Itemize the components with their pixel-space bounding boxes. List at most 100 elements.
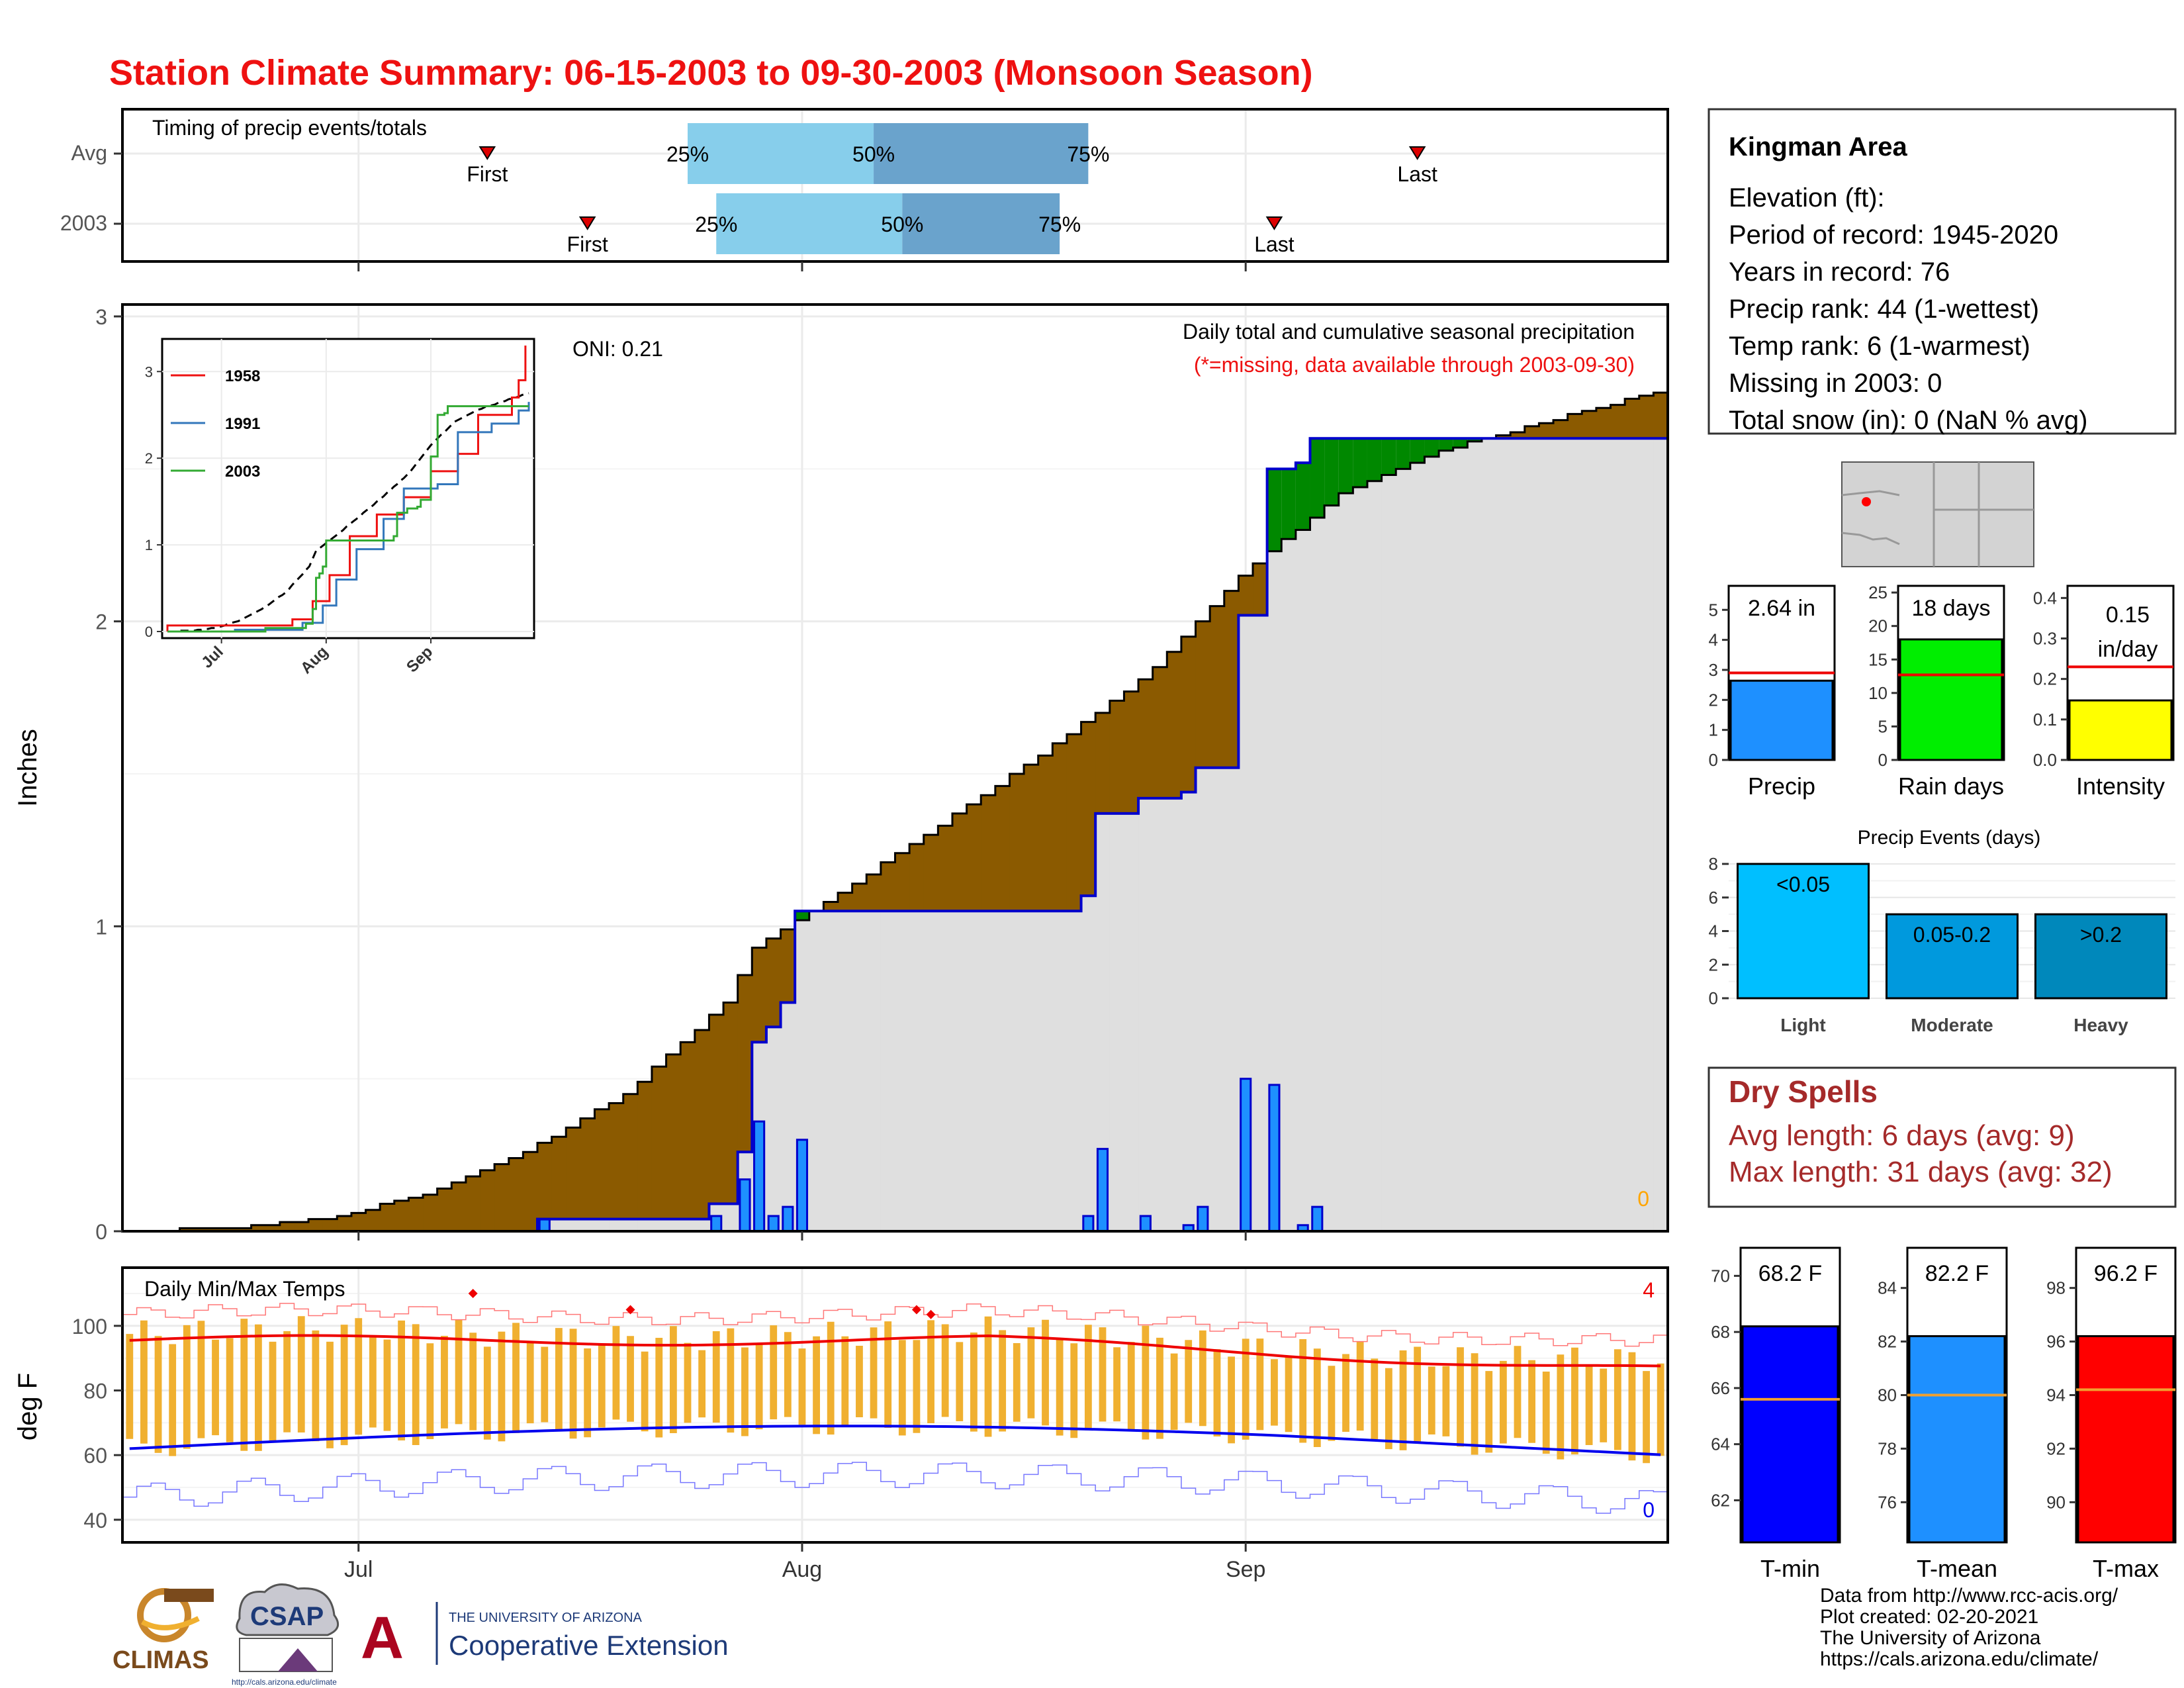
temp-x-tick-label: Aug bbox=[782, 1557, 823, 1582]
missing-note: (*=missing, data available through 2003-… bbox=[1194, 353, 1635, 377]
tmin-summary-tick-label: 70 bbox=[1711, 1266, 1730, 1286]
deficit-area-step bbox=[666, 1054, 681, 1219]
temp-x-tick-label: Sep bbox=[1226, 1557, 1266, 1582]
surplus-area-step bbox=[1424, 438, 1439, 457]
timing-q50-label: 50% bbox=[881, 212, 923, 236]
tmean-summary-tick-label: 80 bbox=[1878, 1385, 1897, 1405]
cumulative-observed-step bbox=[923, 911, 938, 1231]
deficit-area-step bbox=[966, 804, 981, 912]
dry-spells-max: Max length: 31 days (avg: 32) bbox=[1729, 1156, 2113, 1188]
events-bar bbox=[2034, 913, 2167, 1000]
climas-logo-text: CLIMAS bbox=[113, 1646, 209, 1674]
deficit-area-step bbox=[1152, 667, 1167, 798]
tmin-summary-label: T-min bbox=[1760, 1555, 1820, 1582]
deficit-area-step bbox=[981, 795, 996, 912]
tmean-summary-tick-label: 84 bbox=[1878, 1278, 1897, 1298]
events-bar bbox=[1886, 913, 2019, 1000]
cumulative-observed-step bbox=[1281, 469, 1297, 1232]
deficit-area-step bbox=[523, 1152, 538, 1231]
cumulative-observed-step bbox=[1367, 438, 1383, 1232]
timing-last-marker bbox=[1265, 216, 1283, 230]
tmax-summary-label: T-max bbox=[2093, 1555, 2159, 1582]
precip-summary-tick-label: 5 bbox=[1709, 600, 1718, 620]
cumulative-observed-step bbox=[723, 1203, 739, 1231]
surplus-area-step bbox=[795, 911, 810, 921]
surplus-area-step bbox=[1324, 438, 1340, 506]
inset-y-tick-label: 1 bbox=[145, 537, 153, 553]
timing-q75-label: 75% bbox=[1067, 142, 1109, 166]
deficit-area-step bbox=[952, 813, 968, 912]
timing-last-label: Last bbox=[1254, 232, 1295, 256]
cumulative-observed-step bbox=[1095, 813, 1111, 1231]
cumulative-observed-step bbox=[895, 911, 910, 1231]
deficit-area-step bbox=[609, 1103, 624, 1219]
intensity-summary-tick-label: 0.4 bbox=[2033, 588, 2057, 608]
intensity-summary-label: Intensity bbox=[2076, 773, 2165, 800]
timing-q25-q50-bar bbox=[688, 123, 874, 184]
deficit-area-step bbox=[1224, 590, 1239, 768]
oni-label: ONI: 0.21 bbox=[572, 337, 663, 361]
inset-line-2003 bbox=[167, 405, 529, 633]
timing-q50-q75-bar bbox=[902, 193, 1060, 254]
cumulative-observed-step bbox=[1539, 438, 1554, 1232]
tmean-summary-bar bbox=[1908, 1335, 2006, 1544]
deficit-area-step bbox=[752, 947, 767, 1043]
timing-q75-label: 75% bbox=[1038, 212, 1081, 236]
inset-y-tick-label: 2 bbox=[145, 450, 153, 467]
tmax-summary-tick-label: 90 bbox=[2046, 1492, 2066, 1512]
raindays-summary-tick-label: 0 bbox=[1878, 750, 1888, 770]
cumulative-observed-step bbox=[1510, 438, 1525, 1232]
cumulative-observed-step bbox=[1353, 438, 1368, 1232]
deficit-area-step bbox=[394, 1200, 410, 1231]
temp-axes: 40 60 80 100 Jul Aug Sep bbox=[72, 1315, 1266, 1582]
main-precip-chart: 0 1 2 3 Inches ONI: 0.21 Daily total and cu… bbox=[13, 303, 1669, 1244]
footer-credits: Data from http://www.rcc-acis.org/ Plot … bbox=[1820, 1585, 2118, 1670]
timing-q25-q50-bar bbox=[716, 193, 903, 254]
cumulative-observed-step bbox=[780, 1002, 796, 1231]
surplus-area-step bbox=[1439, 438, 1454, 451]
station-location-marker bbox=[1862, 497, 1871, 506]
station-info-box: Kingman Area Elevation (ft): Period of r… bbox=[1707, 108, 2177, 435]
cumulative-observed-step bbox=[1524, 438, 1540, 1232]
dry-spells-avg: Avg length: 6 days (avg: 9) bbox=[1729, 1119, 2075, 1152]
main-ylabel: Inches bbox=[13, 729, 42, 807]
deficit-area-step bbox=[294, 1222, 309, 1231]
precip-summary-tick-label: 1 bbox=[1709, 720, 1718, 740]
cumulative-observed-step bbox=[1424, 438, 1439, 1232]
surplus-area-step bbox=[1467, 438, 1482, 442]
surplus-area-step bbox=[1310, 438, 1325, 518]
deficit-area-step bbox=[1095, 712, 1111, 814]
temp-y-tick-label: 100 bbox=[72, 1315, 107, 1338]
cumulative-observed-step bbox=[838, 911, 853, 1231]
inset-y-tick-label: 3 bbox=[145, 363, 153, 380]
locator-map bbox=[1841, 461, 2034, 567]
record-high-marker bbox=[468, 1289, 478, 1299]
daily-precip-bar bbox=[1240, 1078, 1252, 1233]
events-category-label: Moderate bbox=[1911, 1015, 1993, 1035]
events-bar-label: 0.05-0.2 bbox=[1913, 923, 1991, 947]
temp-y-tick-label: 40 bbox=[83, 1509, 107, 1532]
intensity-summary-tick-label: 0.1 bbox=[2033, 710, 2057, 729]
avg-min-temp-line bbox=[129, 1425, 1661, 1456]
raindays-summary-tick-label: 5 bbox=[1878, 716, 1888, 736]
deficit-area-step bbox=[308, 1219, 324, 1231]
deficit-area-step bbox=[380, 1203, 395, 1231]
cumulative-observed-step bbox=[1038, 911, 1053, 1231]
cumulative-observed-step bbox=[1467, 438, 1482, 1232]
cumulative-observed-step bbox=[1253, 615, 1268, 1231]
tmean-summary-tick-label: 78 bbox=[1878, 1438, 1897, 1458]
inset-legend-label: 1958 bbox=[225, 367, 260, 385]
deficit-area-step bbox=[1625, 399, 1640, 439]
daily-precip-bar bbox=[1082, 1215, 1095, 1233]
deficit-area-step bbox=[351, 1213, 367, 1231]
daily-precip-bar bbox=[1268, 1084, 1281, 1233]
timing-panel: Timing of precip events/totals Avg 2003 … bbox=[60, 108, 1669, 271]
cumulative-observed-step bbox=[566, 1219, 581, 1231]
deficit-area-step bbox=[823, 902, 839, 912]
cumulative-observed-step bbox=[866, 911, 882, 1231]
deficit-area-step bbox=[895, 853, 910, 912]
cumulative-observed-step bbox=[1653, 438, 1668, 1232]
timing-q50-label: 50% bbox=[852, 142, 895, 166]
daily-precip-bar bbox=[710, 1215, 723, 1233]
deficit-area-step bbox=[1610, 404, 1625, 439]
